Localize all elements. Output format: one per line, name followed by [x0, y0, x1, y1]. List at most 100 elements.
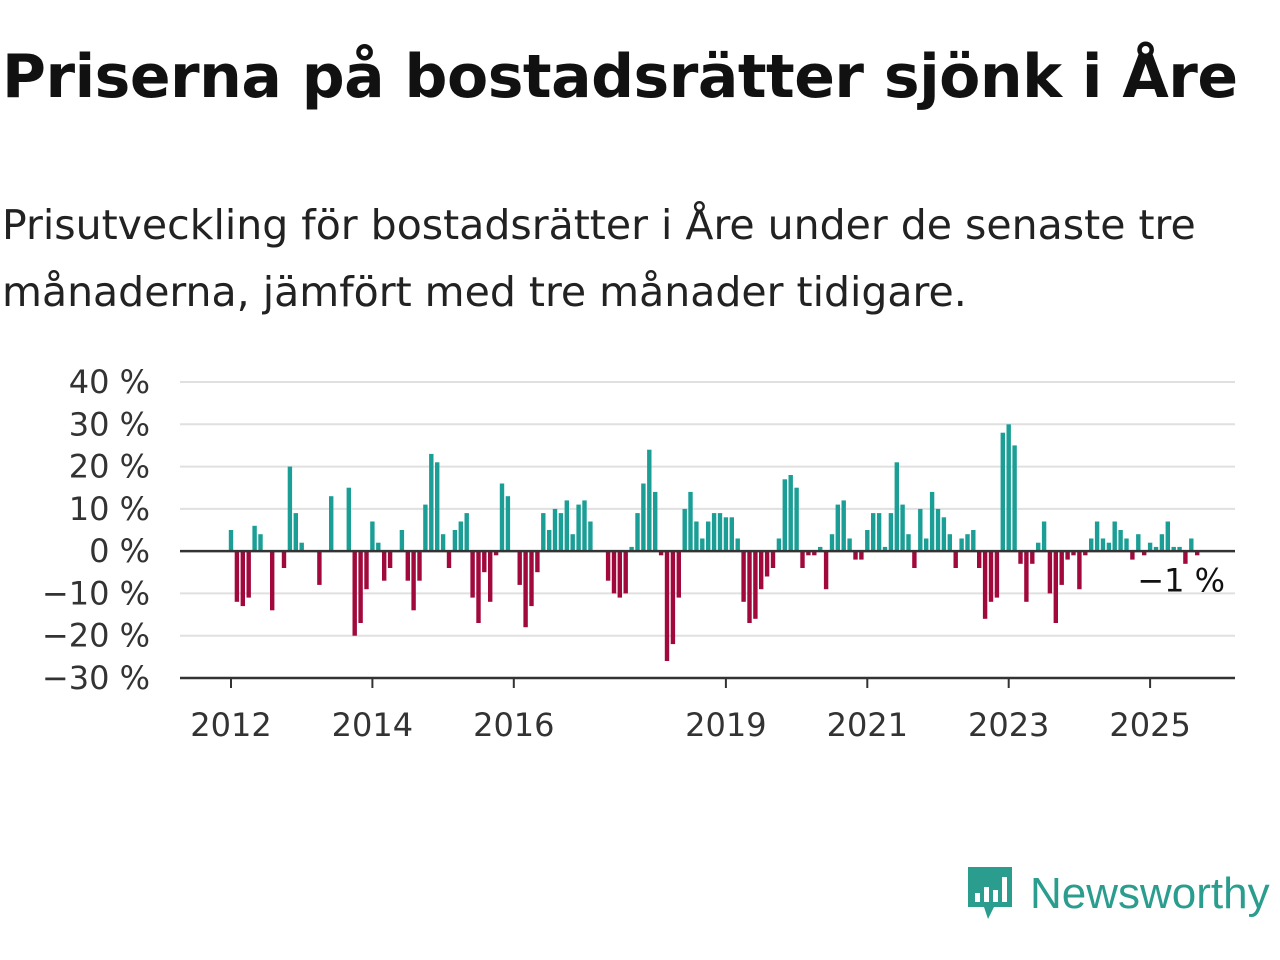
- bar: [1130, 551, 1135, 560]
- bar: [806, 551, 811, 556]
- x-tick-label: 2016: [473, 706, 554, 744]
- bar: [541, 513, 546, 552]
- bar: [1147, 542, 1153, 552]
- bar: [1006, 424, 1011, 552]
- bar: [1165, 521, 1170, 552]
- bar: [558, 513, 564, 552]
- bar: [935, 508, 941, 552]
- bar: [570, 534, 575, 552]
- bar: [823, 551, 829, 590]
- bar: [700, 538, 705, 552]
- bar: [847, 538, 852, 552]
- bar: [564, 500, 569, 552]
- bar: [1153, 546, 1159, 552]
- bar: [1059, 551, 1064, 585]
- bar: [440, 534, 446, 552]
- bar: [894, 462, 899, 552]
- bar: [346, 487, 351, 552]
- bar: [535, 551, 540, 573]
- bar: [370, 521, 375, 552]
- x-tick-label: 2019: [685, 706, 766, 744]
- bar: [647, 449, 652, 552]
- bar: [411, 551, 416, 611]
- bar: [1036, 542, 1041, 552]
- bar: [676, 551, 681, 598]
- bar: [965, 534, 970, 552]
- bar: [505, 496, 511, 552]
- bar: [882, 546, 888, 552]
- bar: [641, 483, 646, 552]
- bar: [458, 521, 463, 552]
- bar: [1177, 546, 1182, 552]
- bar: [1030, 551, 1035, 564]
- bar: [688, 491, 693, 552]
- bar: [658, 551, 664, 556]
- x-axis-ticks: 2012 2014 2016 2019 2021 2023 2025: [190, 678, 1191, 744]
- bar: [770, 551, 776, 568]
- bar: [258, 534, 263, 552]
- bar: [1100, 538, 1106, 552]
- bar: [376, 542, 381, 552]
- bar: [382, 551, 387, 581]
- bar: [706, 521, 711, 552]
- bar: [776, 538, 782, 552]
- bar: [399, 530, 405, 552]
- bar: [1189, 538, 1194, 552]
- bar: [270, 551, 275, 611]
- bar: [971, 530, 976, 552]
- bar: [234, 551, 240, 602]
- bar: [387, 551, 393, 568]
- bar: [1112, 521, 1117, 552]
- bar: [871, 513, 876, 552]
- bar: [1071, 551, 1076, 556]
- bar: [800, 551, 805, 568]
- bar: [287, 466, 293, 552]
- x-tick-label: 2012: [190, 706, 271, 744]
- bar: [523, 551, 528, 628]
- y-tick-label: 40 %: [69, 363, 150, 401]
- bar: [694, 521, 699, 552]
- bar: [493, 551, 499, 556]
- bar: [552, 508, 558, 552]
- x-tick-label: 2023: [968, 706, 1049, 744]
- bar: [788, 475, 793, 552]
- bar: [1195, 551, 1200, 556]
- y-tick-label: 0 %: [89, 532, 150, 570]
- bar: [953, 551, 958, 568]
- x-tick-label: 2014: [332, 706, 413, 744]
- bar: [1183, 551, 1188, 564]
- bar: [753, 551, 758, 619]
- y-tick-label: −30 %: [42, 659, 150, 697]
- bar: [1012, 445, 1017, 552]
- bar: [435, 462, 440, 552]
- bar: [1000, 432, 1005, 552]
- bar: [764, 551, 770, 577]
- bar: [1118, 530, 1123, 552]
- bar: [735, 538, 740, 552]
- bar: [281, 551, 287, 568]
- bar: [982, 551, 988, 619]
- bar: [977, 551, 982, 568]
- bar: [818, 546, 823, 552]
- x-tick-label: 2025: [1109, 706, 1190, 744]
- x-tick-label: 2021: [827, 706, 908, 744]
- bar: [782, 479, 787, 552]
- bar: [429, 453, 434, 552]
- bar: [859, 551, 864, 560]
- bar: [499, 483, 505, 552]
- bar: [1089, 538, 1094, 552]
- bar: [547, 530, 552, 552]
- bar: [228, 530, 234, 552]
- bar: [529, 551, 534, 607]
- bar: [888, 513, 894, 552]
- bar: [423, 504, 428, 552]
- bar: [1053, 551, 1058, 623]
- bar: [918, 508, 923, 552]
- bar: [1065, 551, 1070, 560]
- y-tick-label: −20 %: [42, 617, 150, 655]
- chart-title: Priserna på bostadsrätter sjönk i Åre: [2, 42, 1238, 112]
- bar: [252, 525, 257, 552]
- bar: [623, 551, 628, 594]
- bar: [452, 530, 458, 552]
- bar: [517, 551, 522, 585]
